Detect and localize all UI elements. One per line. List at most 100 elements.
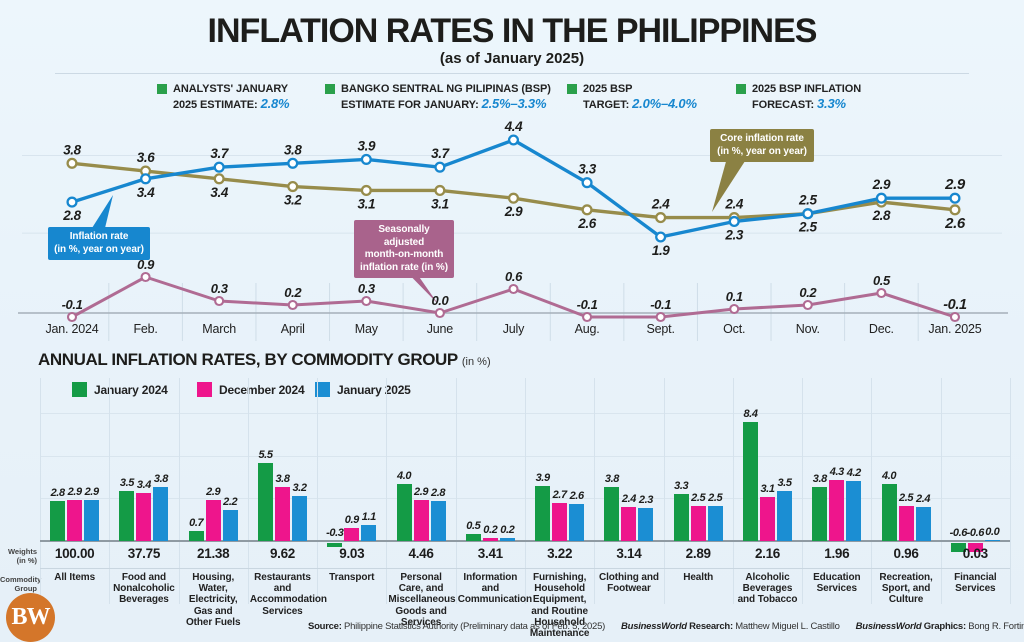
weight-value: 1.96 bbox=[824, 546, 850, 561]
bar-value-label: 3.3 bbox=[674, 480, 689, 493]
data-point bbox=[66, 311, 78, 323]
bar-value-label: 0.9 bbox=[344, 514, 359, 527]
bar bbox=[222, 509, 238, 541]
legend-value: 3.3% bbox=[817, 96, 846, 112]
weights-row-divider bbox=[40, 568, 1010, 569]
value-label: -0.1 bbox=[943, 297, 967, 313]
weight-value: 2.89 bbox=[685, 546, 711, 561]
value-label: 3.1 bbox=[431, 196, 449, 211]
data-point bbox=[875, 192, 887, 204]
weights-label-line: Weights bbox=[7, 547, 37, 556]
legend-text: 2025 BSP INFLATION FORECAST: 3.3% bbox=[752, 82, 861, 113]
bar bbox=[638, 508, 654, 541]
legend-value: 2.5%–3.3% bbox=[481, 96, 547, 112]
bar bbox=[119, 491, 135, 541]
bar bbox=[465, 533, 481, 541]
bar-value-label: -0.6 bbox=[966, 527, 985, 539]
bar bbox=[153, 487, 169, 541]
month-label: Sept. bbox=[647, 322, 675, 336]
month-label: May bbox=[355, 322, 379, 336]
axis-baseline bbox=[40, 540, 1010, 542]
bar-value-label: 2.2 bbox=[223, 495, 238, 508]
bar bbox=[812, 487, 828, 541]
legend-line1: 2025 BSP bbox=[583, 83, 633, 95]
bar-value-label: 2.5 bbox=[708, 491, 723, 504]
data-point bbox=[728, 215, 740, 228]
bar bbox=[690, 505, 706, 541]
value-label: 0.2 bbox=[284, 285, 302, 300]
data-point bbox=[287, 181, 299, 193]
month-label: Oct. bbox=[723, 322, 745, 336]
bar-value-label: 3.8 bbox=[812, 473, 827, 486]
data-point bbox=[507, 192, 520, 204]
blue-swatch-icon bbox=[315, 382, 330, 397]
legend-analysts-estimate: ANALYSTS' JANUARY 2025 ESTIMATE: 2.8% bbox=[157, 82, 290, 113]
data-point bbox=[949, 192, 961, 204]
commodity-group-label: Furnishing, Household Equipment, and Rou… bbox=[529, 572, 590, 639]
value-label: 4.4 bbox=[504, 119, 523, 134]
bar-value-label: 4.0 bbox=[882, 470, 897, 483]
weight-value: 4.46 bbox=[408, 546, 434, 561]
bar bbox=[604, 487, 620, 541]
legend-line2: TARGET: bbox=[583, 99, 630, 112]
value-label: 2.9 bbox=[504, 204, 523, 219]
data-point bbox=[213, 173, 225, 185]
page-title: INFLATION RATES IN THE PHILIPPINES bbox=[207, 12, 818, 50]
bar-value-label: 4.2 bbox=[846, 467, 861, 480]
bar-value-label: 2.3 bbox=[638, 494, 653, 507]
value-label: -0.1 bbox=[577, 297, 598, 312]
bar-chart-title-suffix: (in %) bbox=[461, 356, 491, 368]
bar-value-label: 2.6 bbox=[569, 490, 584, 503]
legend-line1: ANALYSTS' JANUARY bbox=[173, 83, 289, 95]
value-label: 0.2 bbox=[799, 285, 817, 300]
bar bbox=[707, 505, 723, 541]
data-point bbox=[802, 208, 814, 220]
legend-line2: ESTIMATE FOR JANUARY: bbox=[341, 99, 479, 112]
legend-bsp-target: 2025 BSP TARGET: 2.0%–4.0% bbox=[567, 82, 697, 113]
bar-value-label: 5.5 bbox=[258, 448, 273, 461]
graphics-text: Bong R. Fortin bbox=[965, 621, 1024, 632]
value-label: 2.8 bbox=[62, 208, 81, 223]
commodity-group-label: Alcoholic Beverages and Tobacco bbox=[737, 572, 798, 606]
weight-value: 37.75 bbox=[127, 546, 161, 561]
data-point bbox=[581, 204, 593, 216]
source-credit: Source: Philippine Statistics Authority … bbox=[308, 621, 605, 632]
graphics-label: Graphics: bbox=[921, 621, 966, 632]
value-label: 2.5 bbox=[798, 220, 817, 235]
bar-value-label: 4.3 bbox=[829, 465, 844, 478]
bar-value-label: 3.8 bbox=[153, 473, 168, 486]
value-label: 2.4 bbox=[724, 197, 743, 212]
data-point bbox=[360, 153, 372, 165]
weight-value: 0.03 bbox=[962, 546, 988, 561]
green-swatch-icon bbox=[72, 382, 87, 397]
data-point bbox=[361, 295, 372, 307]
weight-value: 100.00 bbox=[54, 546, 95, 561]
bar-value-label: 2.4 bbox=[621, 492, 636, 505]
bar-value-label: 2.5 bbox=[691, 491, 706, 504]
value-label: 3.2 bbox=[284, 193, 302, 208]
weight-value: 21.38 bbox=[197, 546, 230, 561]
month-label: March bbox=[202, 322, 236, 336]
mom-rate-callout: Seasonally adjusted month-on-month infla… bbox=[354, 220, 454, 278]
bar bbox=[915, 506, 931, 541]
callout-pointer bbox=[712, 158, 747, 212]
bar-value-label: 3.8 bbox=[275, 473, 290, 486]
value-label: 0.6 bbox=[505, 269, 523, 284]
data-point bbox=[213, 161, 225, 173]
column-separator bbox=[663, 378, 665, 604]
value-label: -0.1 bbox=[650, 297, 671, 312]
data-point bbox=[66, 196, 78, 208]
source-label: Source: bbox=[308, 621, 342, 632]
legend-line2: FORECAST: bbox=[752, 99, 815, 112]
value-label: 2.9 bbox=[944, 176, 966, 193]
bar-value-label: 2.9 bbox=[414, 485, 429, 498]
bar bbox=[188, 531, 204, 541]
callout-line: Seasonally adjusted bbox=[378, 224, 430, 248]
weights-label-line: (in %) bbox=[16, 556, 37, 565]
bar bbox=[344, 528, 360, 541]
column-separator bbox=[732, 378, 734, 604]
commodity-group-label: Housing, Water, Electricity, Gas and Oth… bbox=[185, 572, 241, 628]
commodity-group-label: All Items bbox=[54, 572, 96, 583]
legend-value: 2.8% bbox=[260, 96, 290, 112]
inflation-rate-callout: Inflation rate (in %, year on year) bbox=[48, 227, 150, 260]
